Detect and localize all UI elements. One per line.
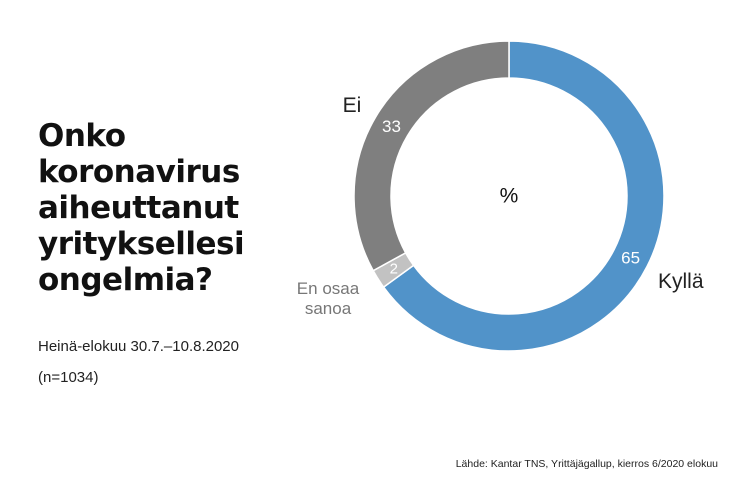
center-label: % — [500, 185, 519, 208]
title-line-2: koronavirus — [38, 154, 240, 190]
value-label-ei: 33 — [382, 117, 401, 136]
title-line-4: yrityksellesi — [38, 226, 245, 262]
title-line-1: Onko — [38, 118, 126, 154]
sample-size: (n=1034) — [38, 369, 99, 386]
title-line-5: ongelmia? — [38, 262, 213, 298]
slice-kyll — [382, 40, 665, 352]
title-line-3: aiheuttanut — [38, 190, 239, 226]
source-note: Lähde: Kantar TNS, Yrittäjägallup, kierr… — [455, 458, 718, 470]
category-label-kyll: Kyllä — [658, 270, 704, 293]
value-label-en-osaa-sanoa: 2 — [390, 261, 398, 278]
slice-ei — [353, 40, 510, 272]
date-range: Heinä-elokuu 30.7.–10.8.2020 — [38, 338, 239, 355]
category-label-en-osaa-sanoa: En osaa sanoa — [297, 279, 360, 318]
category-label-ei: Ei — [343, 94, 362, 117]
chart-title: Onko koronavirus aiheuttanut yritykselle… — [38, 118, 298, 298]
value-label-kyll: 65 — [621, 248, 640, 267]
